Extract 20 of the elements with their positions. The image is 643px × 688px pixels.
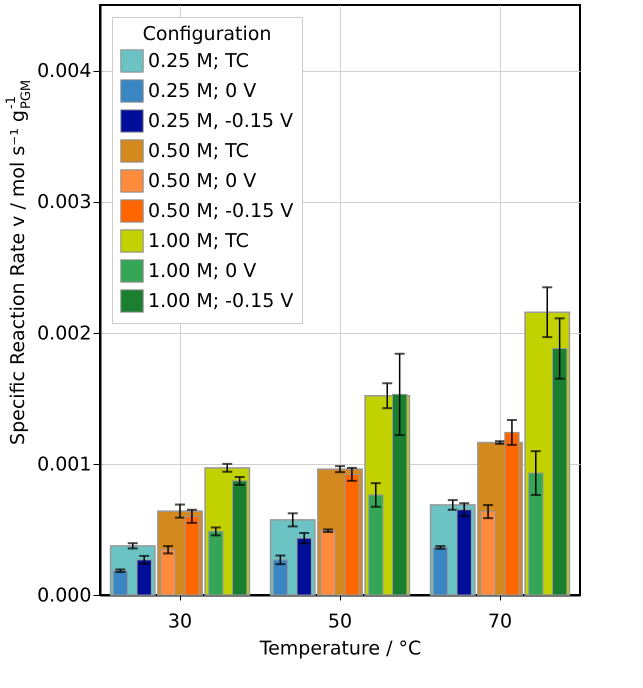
y-tick-label: 0.003 bbox=[37, 191, 92, 214]
x-tick-label: 70 bbox=[488, 610, 512, 632]
legend-label: 0.50 M; -0.15 V bbox=[148, 200, 294, 222]
legend-title: Configuration bbox=[142, 23, 272, 45]
legend-label: 1.00 M; TC bbox=[148, 230, 249, 252]
x-tick-label: 50 bbox=[328, 610, 352, 632]
y-tick-label: 0.000 bbox=[37, 584, 92, 606]
x-tick-label: 30 bbox=[168, 610, 192, 632]
x-axis-title: Temperature / °C bbox=[258, 638, 422, 660]
y-axis-title: Specific Reaction Rate v / mol s⁻¹ gPGM-1 bbox=[4, 80, 34, 445]
legend-label: 0.25 M; TC bbox=[148, 50, 249, 72]
legend-label: 0.25 M, -0.15 V bbox=[148, 110, 294, 132]
y-tick-label: 0.001 bbox=[37, 453, 92, 476]
y-tick-label: 0.002 bbox=[37, 322, 92, 344]
legend-label: 0.50 M; TC bbox=[148, 140, 249, 162]
legend-label: 0.50 M; 0 V bbox=[148, 170, 256, 192]
legend-label: 0.25 M; 0 V bbox=[148, 80, 256, 102]
legend-label: 1.00 M; 0 V bbox=[148, 260, 256, 282]
y-tick-label: 0.004 bbox=[37, 60, 92, 82]
legend-label: 1.00 M; -0.15 V bbox=[148, 290, 294, 312]
